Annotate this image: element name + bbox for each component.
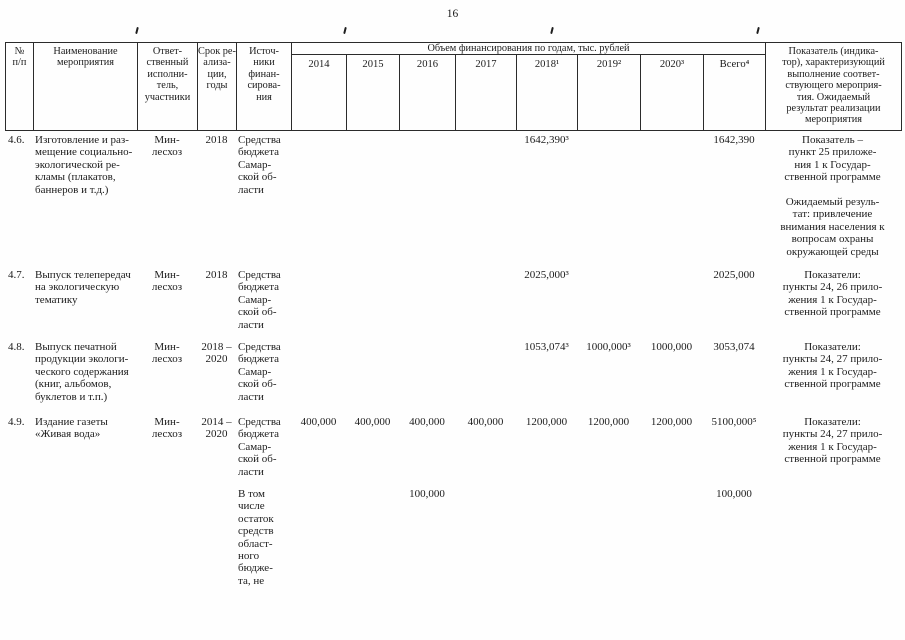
period — [197, 485, 236, 635]
value-2018 — [516, 485, 577, 635]
value-2015: 400,000 — [354, 416, 391, 428]
table-body: 4.6. Изготовление и раз- мещение социаль… — [5, 131, 902, 635]
header-year-2017: 2017 — [456, 55, 517, 130]
table-row-4-7: 4.7. Выпуск телепередач на экологическую… — [5, 266, 902, 338]
executor: Мин- лесхоз — [151, 134, 183, 159]
value-2014 — [291, 338, 346, 413]
header-period: Срок ре- ализа- ции, годы — [198, 43, 237, 130]
fold-mark — [756, 26, 760, 35]
value-2014 — [291, 266, 346, 338]
value-total: 5100,000⁵ — [711, 416, 757, 428]
period: 2018 – 2020 — [201, 341, 232, 366]
indicator: Показатели: пункты 24, 27 прило- жения 1… — [782, 341, 883, 391]
value-2018: 1642,390³ — [524, 134, 569, 146]
period: 2014 – 2020 — [201, 416, 232, 441]
value-2015 — [346, 266, 399, 338]
activity-name — [33, 485, 137, 635]
table-row-4-9-continuation: В том числе остаток средств област- ного… — [5, 485, 902, 635]
value-2015 — [346, 338, 399, 413]
header-indicator: Показатель (индика- тор), характеризующи… — [782, 46, 885, 126]
value-2017: 400,000 — [467, 416, 504, 428]
executor: Мин- лесхоз — [151, 416, 183, 441]
activity-name: Издание газеты «Живая вода» — [35, 416, 108, 441]
activity-name: Выпуск печатной продукции экологи- ческо… — [35, 341, 129, 403]
value-2016 — [399, 266, 455, 338]
value-2017 — [455, 266, 516, 338]
value-2015 — [346, 485, 399, 635]
value-2017 — [455, 485, 516, 635]
funding-source: Средства бюджета Самар- ской об- ласти — [238, 269, 281, 331]
header-row-number: № п/п — [6, 43, 34, 130]
page-number: 16 — [446, 8, 459, 20]
row-number: 4.7. — [8, 269, 25, 281]
fold-mark — [135, 26, 139, 35]
period: 2018 — [205, 269, 228, 281]
header-year-2016: 2016 — [400, 55, 456, 130]
value-2019 — [577, 131, 640, 266]
value-2017 — [455, 338, 516, 413]
value-total: 1642,390 — [713, 134, 755, 146]
table-row-4-9: 4.9. Издание газеты «Живая вода» Мин- ле… — [5, 413, 902, 485]
value-2018: 1053,074³ — [524, 341, 569, 353]
executor: Мин- лесхоз — [151, 269, 183, 294]
funding-source: Средства бюджета Самар- ской об- ласти — [238, 134, 281, 196]
header-activity-name: Наименование мероприятия — [34, 43, 138, 130]
period: 2018 — [205, 134, 228, 146]
value-2019: 1200,000 — [587, 416, 630, 428]
indicator: Показатель – пункт 25 приложе- ния 1 к Г… — [780, 134, 885, 258]
indicator: Показатели: пункты 24, 26 прило- жения 1… — [782, 269, 883, 319]
header-year-2019: 2019² — [578, 55, 641, 130]
value-2020 — [640, 131, 703, 266]
header-year-2018: 2018¹ — [517, 55, 578, 130]
table-row-4-8: 4.8. Выпуск печатной продукции экологи- … — [5, 338, 902, 413]
value-2014 — [291, 131, 346, 266]
row-number — [5, 485, 33, 635]
value-total: 2025,000 — [713, 269, 755, 281]
value-2019: 1000,000³ — [586, 341, 631, 353]
value-2018: 2025,000³ — [524, 269, 569, 281]
activity-name: Изготовление и раз- мещение социально- э… — [35, 134, 133, 196]
executor — [137, 485, 197, 635]
row-number: 4.8. — [8, 341, 25, 353]
value-2015 — [346, 131, 399, 266]
value-2020: 1000,000 — [650, 341, 693, 353]
value-2019 — [577, 266, 640, 338]
header-year-2014: 2014 — [292, 55, 347, 130]
funding-source: Средства бюджета Самар- ской об- ласти — [238, 416, 281, 478]
value-2020 — [640, 485, 703, 635]
value-2016: 100,000 — [409, 488, 445, 500]
value-2017 — [455, 131, 516, 266]
value-total: 100,000 — [716, 488, 752, 500]
value-2020 — [640, 266, 703, 338]
value-2016 — [399, 338, 455, 413]
header-year-2015: 2015 — [347, 55, 400, 130]
activity-name: Выпуск телепередач на экологическую тема… — [35, 269, 131, 306]
funding-source: Средства бюджета Самар- ской об- ласти — [238, 341, 281, 403]
fold-mark — [343, 26, 347, 35]
header-total: Всего⁴ — [704, 55, 766, 130]
table-row-4-6: 4.6. Изготовление и раз- мещение социаль… — [5, 131, 902, 266]
row-number: 4.6. — [8, 134, 25, 146]
value-2018: 1200,000 — [525, 416, 568, 428]
table-header: № п/п Наименование мероприятия Ответ- ст… — [5, 42, 902, 131]
indicator — [765, 485, 900, 635]
row-number: 4.9. — [8, 416, 25, 428]
funding-source: В том числе остаток средств област- ного… — [238, 488, 274, 587]
executor: Мин- лесхоз — [151, 341, 183, 366]
value-2020: 1200,000 — [650, 416, 693, 428]
value-total: 3053,074 — [713, 341, 755, 353]
header-year-2020: 2020³ — [641, 55, 704, 130]
header-funding-source: Источ- ники финан- сирова- ния — [237, 43, 292, 130]
value-2019 — [577, 485, 640, 635]
fold-mark — [550, 26, 554, 35]
value-2016 — [399, 131, 455, 266]
value-2014: 400,000 — [300, 416, 337, 428]
value-2014 — [291, 485, 346, 635]
header-funding-volume-group: Объем финансирования по годам, тыс. рубл… — [292, 43, 766, 55]
indicator: Показатели: пункты 24, 27 прило- жения 1… — [782, 416, 883, 466]
value-2016: 400,000 — [409, 416, 445, 428]
header-executor: Ответ- ственный исполни- тель, участники — [138, 43, 198, 130]
